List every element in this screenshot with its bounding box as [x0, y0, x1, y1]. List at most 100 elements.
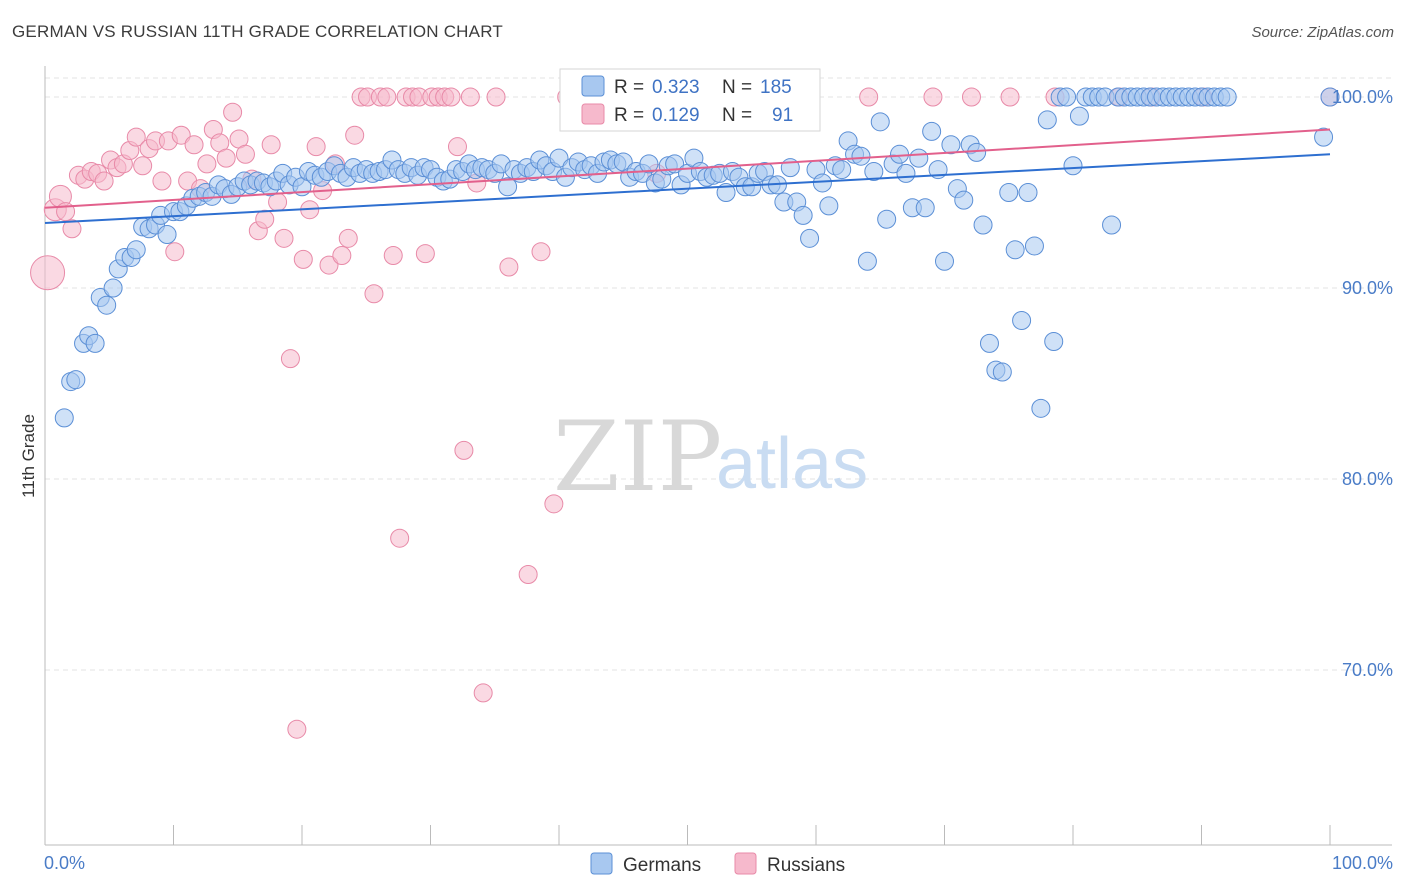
german-point	[126, 240, 146, 260]
german-point	[549, 148, 569, 168]
german-point	[999, 183, 1019, 202]
german-point	[1102, 215, 1122, 235]
russian-point	[152, 171, 172, 191]
russian-point	[518, 565, 538, 584]
german-point	[103, 278, 123, 298]
legend-n-value-russians: 91	[772, 105, 793, 126]
german-point	[973, 215, 993, 235]
german-point	[1037, 110, 1057, 130]
german-point	[812, 173, 832, 193]
russian-point	[62, 219, 82, 239]
german-point	[851, 146, 871, 166]
german-point	[1069, 106, 1089, 126]
russian-point	[165, 242, 185, 262]
watermark: ZIP atlas	[553, 401, 868, 513]
german-point	[1320, 87, 1340, 107]
bottom-legend-swatch-russians	[734, 852, 757, 875]
german-point	[896, 163, 916, 183]
russian-point	[261, 135, 281, 155]
german-point	[870, 112, 890, 132]
legend-r-value-russians: 0.129	[652, 105, 700, 126]
russian-point	[197, 154, 217, 174]
russian-point	[499, 257, 519, 277]
german-point	[979, 333, 999, 353]
russian-point	[280, 349, 300, 369]
russian-point	[293, 249, 313, 269]
russian-point	[171, 125, 191, 145]
russian-point	[216, 148, 236, 168]
bottom-legend-swatch-germans	[590, 852, 613, 875]
german-point	[915, 198, 935, 218]
russian-point	[126, 127, 146, 147]
y-axis-label: 11th Grade	[19, 414, 38, 498]
germans-points	[54, 87, 1340, 428]
trendlines	[44, 128, 1331, 225]
german-point	[85, 333, 105, 353]
german-point	[1057, 87, 1077, 107]
german-point	[800, 228, 820, 248]
russian-point	[94, 171, 114, 191]
german-point	[54, 408, 74, 428]
legend-n-value-germans: 185	[760, 77, 792, 98]
german-point	[157, 225, 177, 245]
russian-point	[447, 137, 467, 157]
russian-point	[287, 719, 307, 739]
germans-trendline	[44, 153, 1331, 225]
russian-point	[531, 242, 551, 262]
axes	[44, 66, 1392, 846]
german-point	[935, 251, 954, 271]
german-point	[1063, 156, 1083, 176]
russian-point	[133, 156, 153, 176]
german-point	[639, 154, 659, 174]
german-point	[877, 209, 897, 229]
russian-point	[383, 246, 403, 266]
russian-point	[235, 144, 255, 164]
russian-point	[338, 228, 358, 248]
german-point	[890, 144, 910, 164]
russian-point	[364, 284, 384, 304]
german-point	[864, 161, 884, 181]
german-point	[954, 190, 974, 210]
legend-n-label-russians: N =	[722, 105, 752, 126]
russian-point	[486, 87, 506, 107]
chart-source: Source: ZipAtlas.com	[1251, 24, 1394, 41]
legend-r-label-russians: R =	[614, 105, 644, 126]
russian-point	[184, 135, 204, 155]
russian-point	[377, 87, 397, 107]
russian-point	[544, 494, 564, 514]
y-tick-label: 70.0%	[1342, 660, 1393, 680]
german-point	[857, 251, 877, 271]
german-point	[97, 295, 117, 315]
german-point	[909, 148, 929, 168]
legend-swatch-russians	[581, 103, 605, 125]
german-point	[498, 177, 518, 197]
german-point	[1012, 310, 1032, 330]
german-point	[922, 121, 942, 141]
x-tick-label: 0.0%	[44, 853, 85, 873]
svg-text:ZIP: ZIP	[553, 401, 722, 513]
german-point	[1314, 127, 1334, 147]
y-tick-label: 90.0%	[1342, 278, 1393, 298]
german-point	[832, 160, 852, 180]
bottom-legend-label-germans: Germans	[623, 855, 701, 876]
russian-point	[473, 683, 493, 703]
russian-point	[30, 255, 66, 291]
russian-point	[454, 440, 474, 460]
german-point	[1031, 398, 1051, 418]
series-legend: Germans Russians	[590, 852, 845, 876]
german-point	[1024, 236, 1044, 256]
german-point	[66, 370, 86, 390]
tick-labels: 100.0% 90.0% 80.0% 70.0% 0.0% 100.0% 11th Grad…	[19, 87, 1393, 873]
russian-point	[255, 209, 275, 229]
russian-point	[390, 528, 410, 548]
russian-point	[332, 246, 352, 266]
legend-r-value-germans: 0.323	[652, 77, 700, 98]
russian-point	[223, 102, 243, 122]
german-point	[941, 135, 961, 155]
russian-point	[923, 87, 943, 107]
bottom-legend-label-russians: Russians	[767, 855, 845, 876]
legend-r-label-germans: R =	[614, 77, 644, 98]
german-point	[716, 183, 736, 202]
chart-title: GERMAN VS RUSSIAN 11TH GRADE CORRELATION…	[12, 22, 503, 41]
legend-swatch-germans	[581, 75, 605, 97]
